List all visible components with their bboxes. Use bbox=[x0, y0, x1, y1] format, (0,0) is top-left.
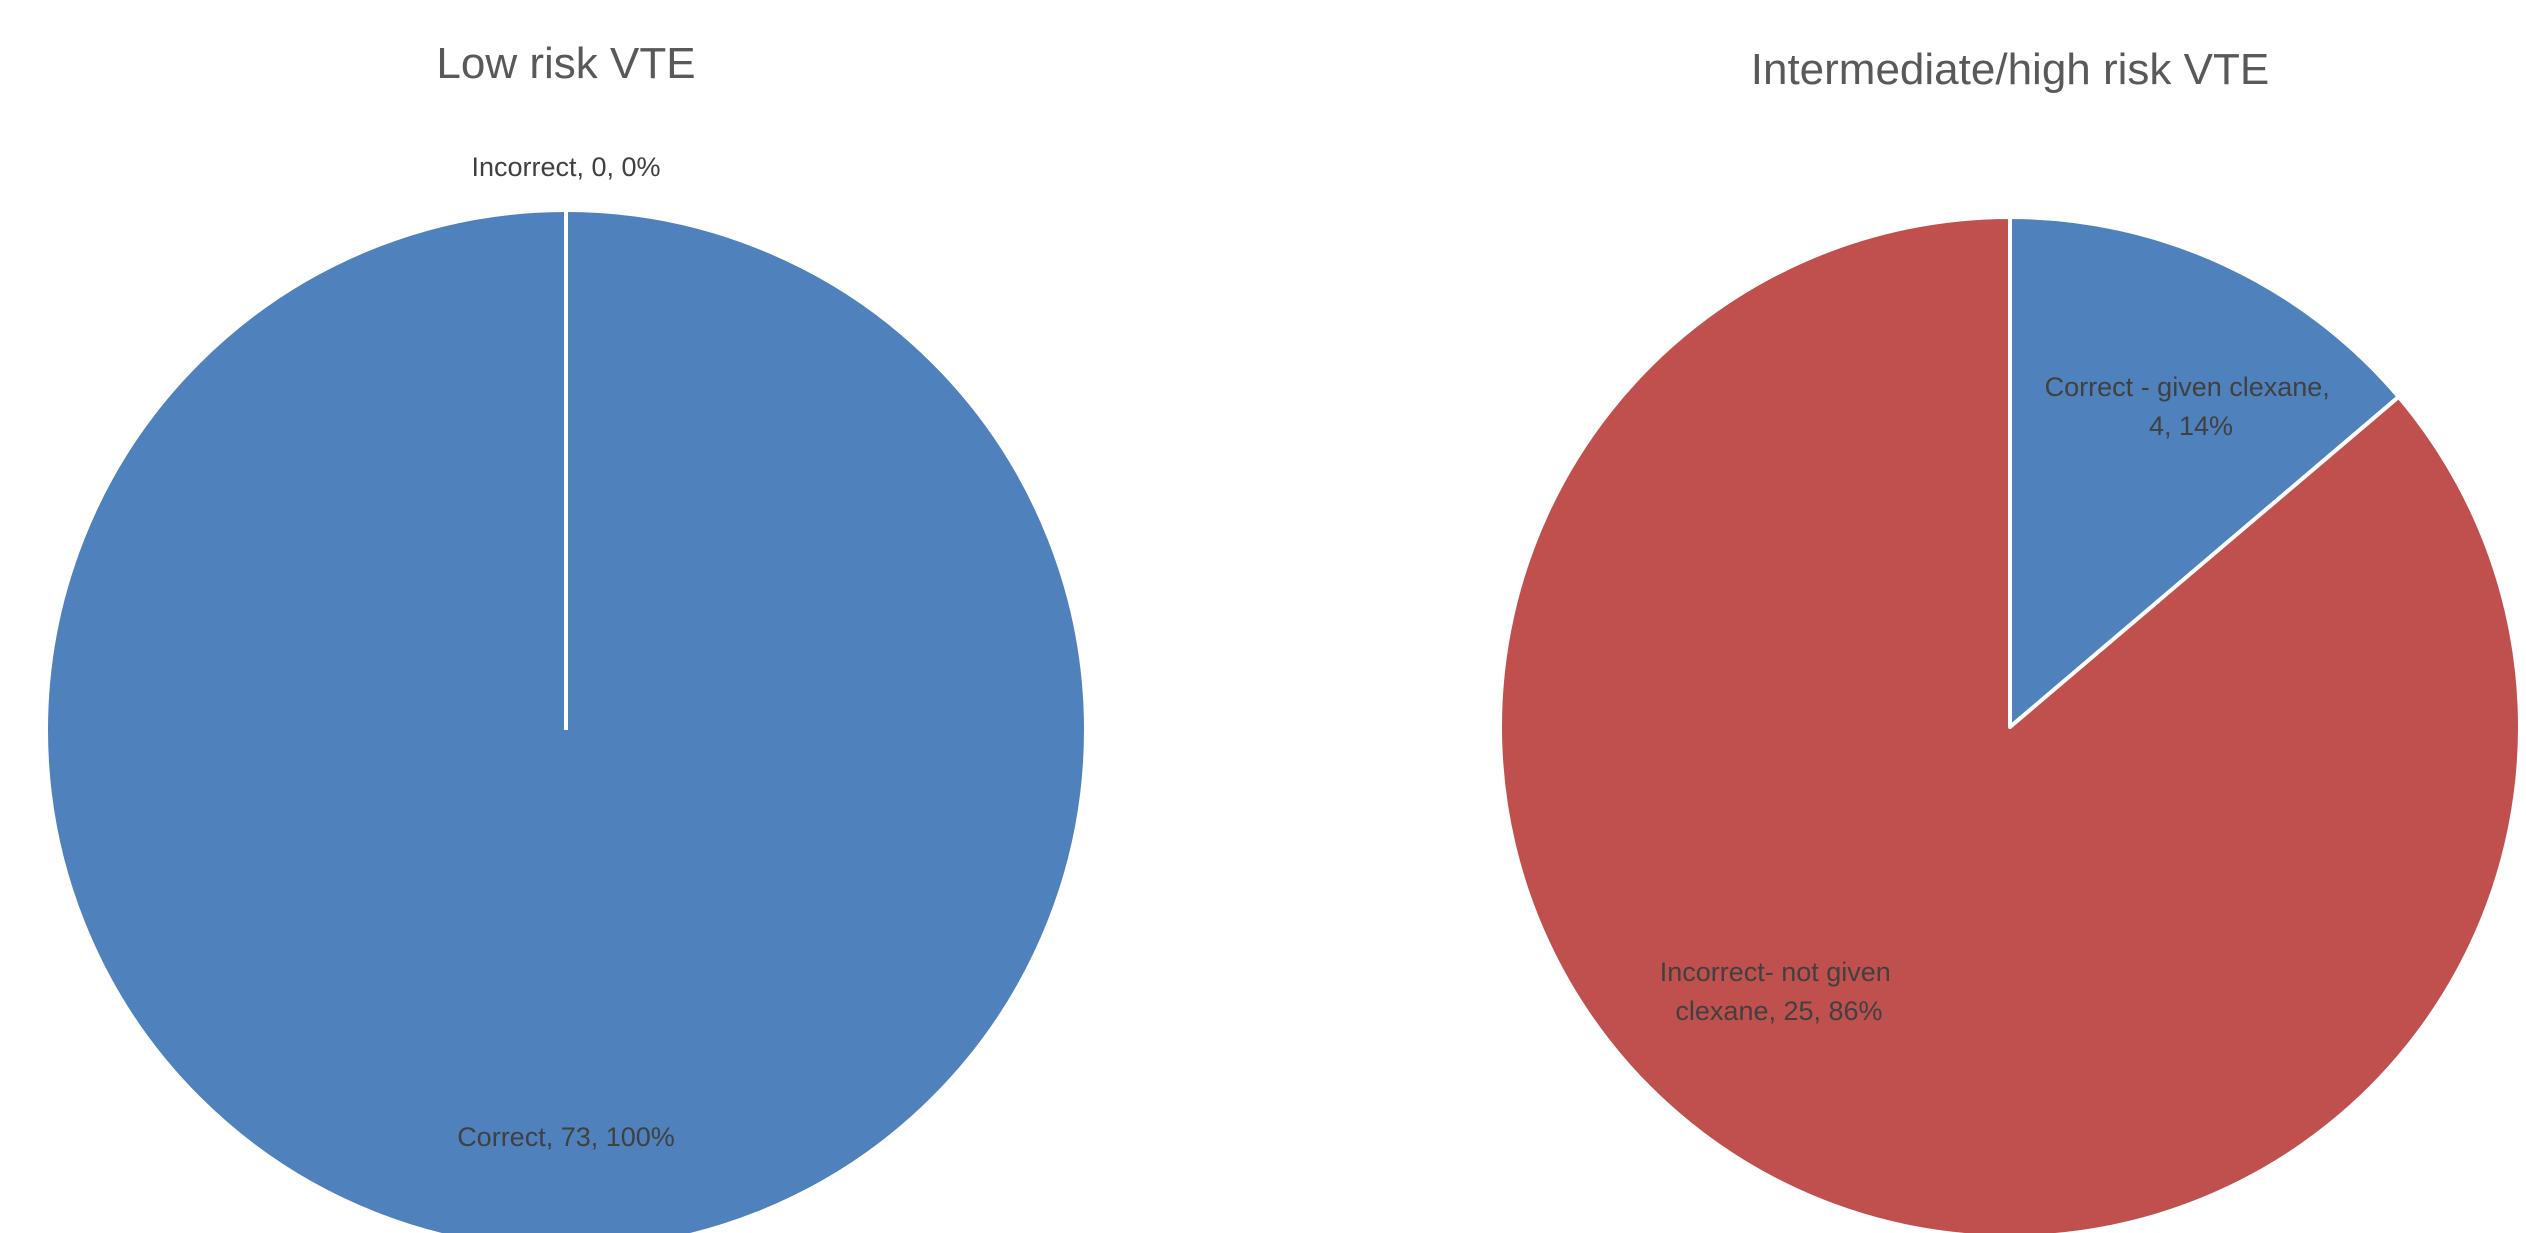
pie-slice-incorrect-not-given-clexane bbox=[1498, 215, 2522, 1233]
pie-slices-low-risk bbox=[44, 208, 1088, 1233]
slice-label-correct-given-clexane: Correct - given clexane, 4, 14% bbox=[2045, 372, 2338, 441]
pie-chart-intermediate-high-risk: Intermediate/high risk VTE Correct - giv… bbox=[1498, 45, 2522, 1233]
slice-labels-intermediate-high-risk: Correct - given clexane, 4, 14% Incorrec… bbox=[1660, 372, 2338, 1026]
slice-label-correct: Correct, 73, 100% bbox=[457, 1122, 675, 1152]
pie-slices-intermediate-high-risk bbox=[1498, 215, 2522, 1233]
slice-labels-low-risk: Incorrect, 0, 0% Correct, 73, 100% bbox=[457, 152, 675, 1152]
chart-title-low-risk: Low risk VTE bbox=[436, 39, 695, 88]
pie-chart-low-risk: Low risk VTE Incorrect, 0, 0% Correct, 7… bbox=[44, 39, 1088, 1233]
pie-slice-correct-given-clexane bbox=[2008, 215, 2401, 729]
slice-label-incorrect-not-given-clexane: Incorrect- not given clexane, 25, 86% bbox=[1660, 957, 1899, 1026]
chart-title-intermediate-high-risk: Intermediate/high risk VTE bbox=[1751, 45, 2269, 94]
slice-label-incorrect: Incorrect, 0, 0% bbox=[471, 152, 660, 182]
